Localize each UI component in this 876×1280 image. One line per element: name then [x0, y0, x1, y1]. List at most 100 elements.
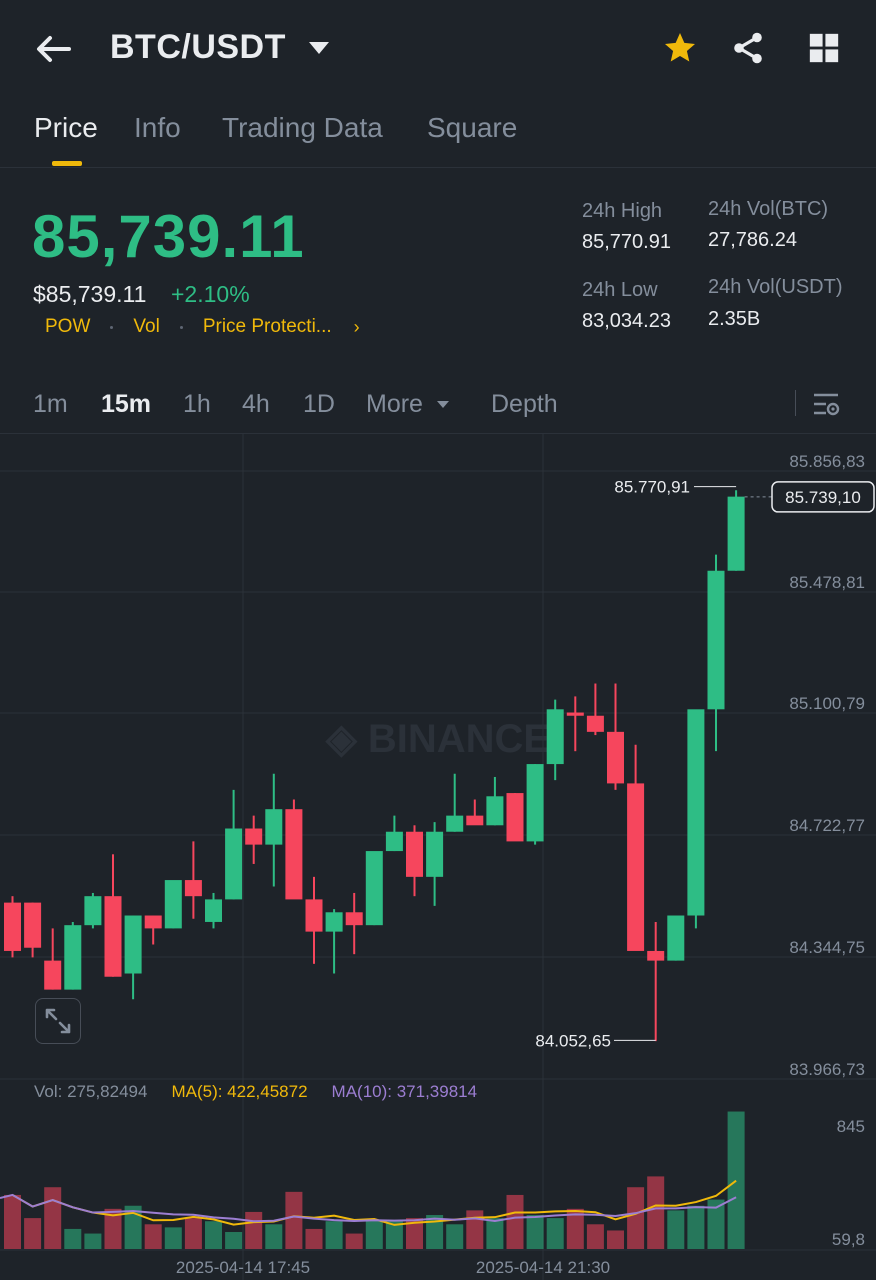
- low-marker-label: 84.052,65: [535, 1031, 611, 1050]
- candle-body: [406, 831, 423, 877]
- stat-vol-btc-value: 27,786.24: [708, 229, 797, 251]
- volume-ma5: MA(5): 422,45872: [171, 1082, 308, 1101]
- volume-bar: [687, 1205, 705, 1249]
- volume-bar: [225, 1232, 243, 1249]
- expand-chart-button[interactable]: [35, 998, 81, 1044]
- interval-15m[interactable]: 15m: [101, 390, 152, 418]
- candle-body: [124, 915, 142, 974]
- candle-body: [245, 828, 263, 845]
- tab-square[interactable]: Square: [427, 112, 518, 143]
- candle-body: [647, 950, 665, 961]
- back-button[interactable]: [30, 26, 76, 72]
- candle-body: [84, 896, 102, 926]
- interval-more-label: More: [366, 390, 423, 418]
- volume-bar: [546, 1218, 564, 1249]
- volume-bar: [44, 1187, 62, 1249]
- candle-body: [44, 960, 62, 990]
- volume-bar: [647, 1176, 665, 1249]
- candle-body: [687, 709, 705, 916]
- candle: [285, 799, 303, 900]
- tag-separator: [110, 325, 114, 329]
- layout-button[interactable]: [804, 28, 844, 68]
- candle: [84, 892, 102, 929]
- chart-settings-icon[interactable]: [810, 388, 842, 420]
- candle-body: [667, 915, 685, 961]
- last-price: 85,739.11: [32, 203, 305, 270]
- volume-bar: [466, 1210, 484, 1249]
- y-tick-label: 84.344,75: [789, 938, 865, 957]
- candle-body: [24, 902, 42, 948]
- stat-high-value: 85,770.91: [582, 231, 671, 253]
- candle-body: [325, 912, 343, 932]
- candle: [104, 854, 122, 977]
- candle: [4, 896, 21, 958]
- candle: [345, 892, 363, 955]
- price-usd: $85,739.11: [33, 281, 147, 307]
- candle-body: [607, 731, 624, 784]
- tab-info[interactable]: Info: [134, 112, 181, 143]
- interval-1m[interactable]: 1m: [33, 390, 68, 418]
- back-arrow-icon: [37, 36, 71, 62]
- current-price-label: 85.739,10: [785, 488, 861, 507]
- y-tick-label: 85.100,79: [789, 694, 865, 713]
- volume-bar: [707, 1199, 725, 1249]
- candle-body: [205, 899, 222, 922]
- candle: [305, 876, 323, 964]
- pair-title[interactable]: BTC/USDT: [110, 28, 286, 66]
- volume-bar: [566, 1208, 584, 1249]
- tag-price-protection[interactable]: Price Protecti...: [202, 316, 332, 337]
- tag-row: POW Vol Price Protecti... ›: [45, 316, 360, 338]
- share-button[interactable]: [728, 28, 768, 68]
- volume-bar: [305, 1228, 323, 1249]
- grid-icon: [809, 33, 839, 63]
- candle-body: [144, 915, 162, 929]
- candle: [607, 683, 624, 790]
- interval-depth[interactable]: Depth: [491, 390, 558, 418]
- candle-body: [586, 715, 604, 732]
- interval-4h[interactable]: 4h: [242, 390, 270, 418]
- volume-tick-label: 845: [837, 1117, 865, 1136]
- volume-bar: [607, 1230, 624, 1249]
- chevron-down-icon[interactable]: [308, 40, 330, 56]
- favorite-button[interactable]: [660, 28, 700, 68]
- candle-body: [104, 896, 122, 977]
- volume-ma10: MA(10): 371,39814: [331, 1082, 478, 1101]
- volume-bar: [385, 1221, 403, 1249]
- candlestick-chart[interactable]: ◈ BINANCE 85.856,83 85.478,81 85.100,79 84.7…: [0, 434, 876, 1280]
- tab-trading-data[interactable]: Trading Data: [222, 112, 383, 143]
- interval-1d[interactable]: 1D: [303, 390, 335, 418]
- candle: [265, 773, 283, 887]
- candle-body: [385, 831, 403, 852]
- candle-body: [526, 764, 544, 842]
- volume-bar: [667, 1210, 685, 1249]
- candle-body: [426, 831, 444, 877]
- candle: [506, 793, 524, 842]
- candle: [365, 851, 383, 926]
- volume-bar: [245, 1211, 263, 1249]
- interval-divider: [795, 390, 796, 416]
- candle-body: [225, 828, 243, 900]
- stat-high-label: 24h High: [582, 200, 663, 222]
- tag-pow[interactable]: POW: [45, 316, 91, 337]
- ma5-line: [12, 1179, 737, 1226]
- interval-1h[interactable]: 1h: [183, 390, 211, 418]
- stat-low-value: 83,034.23: [582, 310, 671, 332]
- candle: [406, 825, 423, 897]
- price-change: +2.10%: [171, 281, 250, 307]
- candle-body: [345, 912, 363, 926]
- candle: [546, 699, 564, 781]
- candle: [486, 776, 504, 826]
- chevron-right-icon[interactable]: ›: [353, 316, 360, 337]
- candle-body: [446, 815, 464, 832]
- candle: [24, 902, 42, 958]
- volume-bar: [526, 1215, 544, 1249]
- tag-vol[interactable]: Vol: [133, 316, 160, 337]
- candle-body: [64, 925, 82, 990]
- y-tick-label: 85.856,83: [789, 452, 865, 471]
- volume-bar: [144, 1224, 162, 1249]
- interval-more[interactable]: More: [366, 390, 450, 419]
- tab-price[interactable]: Price: [34, 112, 98, 143]
- share-icon: [734, 32, 762, 64]
- volume-bar: [586, 1224, 604, 1249]
- stat-vol-usdt-value: 2.35B: [708, 308, 761, 330]
